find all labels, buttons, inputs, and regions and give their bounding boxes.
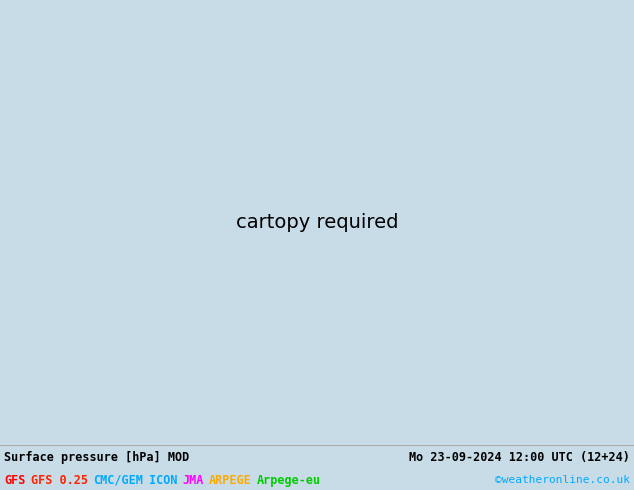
Text: cartopy required: cartopy required: [236, 213, 398, 232]
Text: Arpege-eu: Arpege-eu: [257, 473, 321, 487]
Text: GFS: GFS: [4, 473, 25, 487]
Text: JMA: JMA: [183, 473, 204, 487]
Text: Surface pressure [hPa] MOD: Surface pressure [hPa] MOD: [4, 451, 190, 464]
Text: ©weatheronline.co.uk: ©weatheronline.co.uk: [495, 475, 630, 485]
Text: ICON: ICON: [148, 473, 177, 487]
Text: GFS 0.25: GFS 0.25: [30, 473, 87, 487]
Text: Mo 23-09-2024 12:00 UTC (12+24): Mo 23-09-2024 12:00 UTC (12+24): [409, 451, 630, 464]
Text: CMC/GEM: CMC/GEM: [93, 473, 143, 487]
Text: ARPEGE: ARPEGE: [209, 473, 252, 487]
